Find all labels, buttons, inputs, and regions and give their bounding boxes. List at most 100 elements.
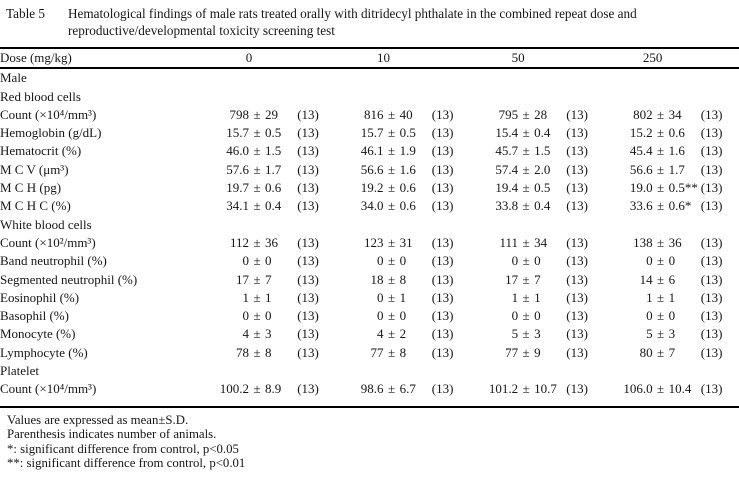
mean-value: 111 xyxy=(499,234,519,250)
animal-count: (13) xyxy=(700,143,723,159)
animal-count: (13) xyxy=(566,143,588,159)
plus-minus-sign: ± xyxy=(657,161,665,177)
sd-value: 3 xyxy=(534,326,541,342)
plus-minus-sign: ± xyxy=(387,381,396,397)
section-label: Platelet xyxy=(0,363,39,379)
sd-value: 3 xyxy=(668,326,676,342)
data-row: Eosinophil (%) 1 ±1 (13) 0 ±1 (13) 1 ±1 (13) 1 ±1 (1… xyxy=(0,289,739,307)
sd-value: 0 xyxy=(534,308,541,324)
sd-value: 1.6 xyxy=(668,143,685,159)
plus-minus-sign: ± xyxy=(253,326,261,342)
animal-count: (13) xyxy=(700,125,723,141)
sd-value: 28 xyxy=(534,106,548,122)
mean-value: 15.2 xyxy=(629,125,653,141)
sd-value: 40 xyxy=(399,106,413,122)
data-row: Count (×10⁴/mm³) 100.2 ±8.9 (13) 98.6 ±6.7 (13… xyxy=(0,380,739,406)
animal-count: (13) xyxy=(297,198,319,214)
section-row: White blood cells xyxy=(0,216,739,234)
sd-value: 0.6 xyxy=(668,125,685,141)
plus-minus-sign: ± xyxy=(253,344,261,360)
animal-count: (13) xyxy=(297,289,319,305)
animal-count: (13) xyxy=(431,106,454,122)
mean-value: 4 xyxy=(242,326,249,342)
sd-value: 0 xyxy=(265,308,272,324)
parameter-label: M C H (pg) xyxy=(0,180,62,196)
animal-count: (13) xyxy=(700,289,723,305)
table-body: Male Red blood cells Count (×10⁴/mm³) 798 ±… xyxy=(0,68,739,406)
animal-count: (13) xyxy=(431,326,454,342)
header-spacer xyxy=(701,48,739,68)
mean-value: 1 xyxy=(242,289,249,305)
mean-value: 19.7 xyxy=(226,180,249,196)
sd-value: 0 xyxy=(668,253,676,269)
sd-value: 0.5 xyxy=(399,125,416,141)
paper-table-page: Table 5 Hematological findings of male r… xyxy=(0,6,739,470)
plus-minus-sign: ± xyxy=(522,234,530,250)
mean-value: 19.2 xyxy=(360,180,384,196)
mean-value: 17 xyxy=(235,271,249,287)
mean-value: 5 xyxy=(646,326,653,342)
animal-count: (13) xyxy=(297,143,319,159)
sd-value: 8 xyxy=(265,344,272,360)
mean-value: 795 xyxy=(498,106,519,122)
mean-value: 0 xyxy=(646,253,653,269)
mean-value: 15.7 xyxy=(226,125,249,141)
mean-value: 46.1 xyxy=(360,143,384,159)
mean-value: 798 xyxy=(229,106,249,122)
plus-minus-sign: ± xyxy=(522,253,530,269)
sd-value: 2 xyxy=(399,326,407,342)
mean-value: 33.8 xyxy=(495,198,519,214)
plus-minus-sign: ± xyxy=(522,344,530,360)
plus-minus-sign: ± xyxy=(253,161,261,177)
plus-minus-sign: ± xyxy=(253,180,261,196)
mean-value: 0 xyxy=(511,308,519,324)
sd-value: 36 xyxy=(668,234,682,250)
sd-value: 0.5 xyxy=(534,180,551,196)
header-spacer xyxy=(297,48,335,68)
mean-value: 106.0 xyxy=(623,381,653,397)
mean-value: 33.6 xyxy=(629,198,653,214)
plus-minus-sign: ± xyxy=(387,289,396,305)
plus-minus-sign: ± xyxy=(657,198,665,214)
sex-group-label: Male xyxy=(0,70,27,86)
animal-count: (13) xyxy=(297,271,319,287)
plus-minus-sign: ± xyxy=(522,289,530,305)
sd-value: 0 xyxy=(534,253,541,269)
dose-value-250: 250 xyxy=(642,50,663,65)
plus-minus-sign: ± xyxy=(522,326,530,342)
sd-value: 0.6 xyxy=(399,180,416,196)
parameter-label: M C H C (%) xyxy=(0,198,71,214)
plus-minus-sign: ± xyxy=(522,143,530,159)
table-title: Hematological findings of male rats trea… xyxy=(68,6,637,38)
sd-value: 8.9 xyxy=(265,381,282,397)
sd-value: 3 xyxy=(265,326,272,342)
parameter-label: Band neutrophil (%) xyxy=(0,253,107,269)
sd-value: 1.7 xyxy=(265,161,282,177)
data-row: Hemoglobin (g/dL) 15.7 ±0.5 (13) 15.7 ±0.5 (13… xyxy=(0,124,739,142)
animal-count: (13) xyxy=(431,143,454,159)
dose-value-10: 10 xyxy=(377,50,391,65)
section-row: Red blood cells xyxy=(0,88,739,106)
mean-value: 816 xyxy=(364,106,384,122)
parameter-label: Count (×10²/mm³) xyxy=(0,234,96,250)
data-row: Segmented neutrophil (%) 17 ±7 (13) 18 ±8 (13)… xyxy=(0,271,739,289)
sd-value: 0 xyxy=(265,253,272,269)
sd-value: 1.5 xyxy=(265,143,282,159)
data-row: Band neutrophil (%) 0 ±0 (13) 0 ±0 (13) 0 ±0 (13)… xyxy=(0,252,739,270)
sd-value: 34 xyxy=(668,106,682,122)
sd-value: 0 xyxy=(399,308,407,324)
sd-value: 36 xyxy=(265,234,279,250)
animal-count: (13) xyxy=(700,381,723,397)
sd-value: 0 xyxy=(668,308,676,324)
animal-count: (13) xyxy=(700,161,723,177)
sd-value: 0.4 xyxy=(265,198,282,214)
plus-minus-sign: ± xyxy=(253,253,261,269)
plus-minus-sign: ± xyxy=(657,271,665,287)
animal-count: (13) xyxy=(566,106,588,122)
sd-value: 10.7 xyxy=(534,381,557,397)
animal-count: (13) xyxy=(297,253,319,269)
parameter-label: Basophil (%) xyxy=(0,308,69,324)
mean-value: 15.4 xyxy=(495,125,519,141)
plus-minus-sign: ± xyxy=(253,271,261,287)
parameter-label: Hemoglobin (g/dL) xyxy=(0,125,102,141)
